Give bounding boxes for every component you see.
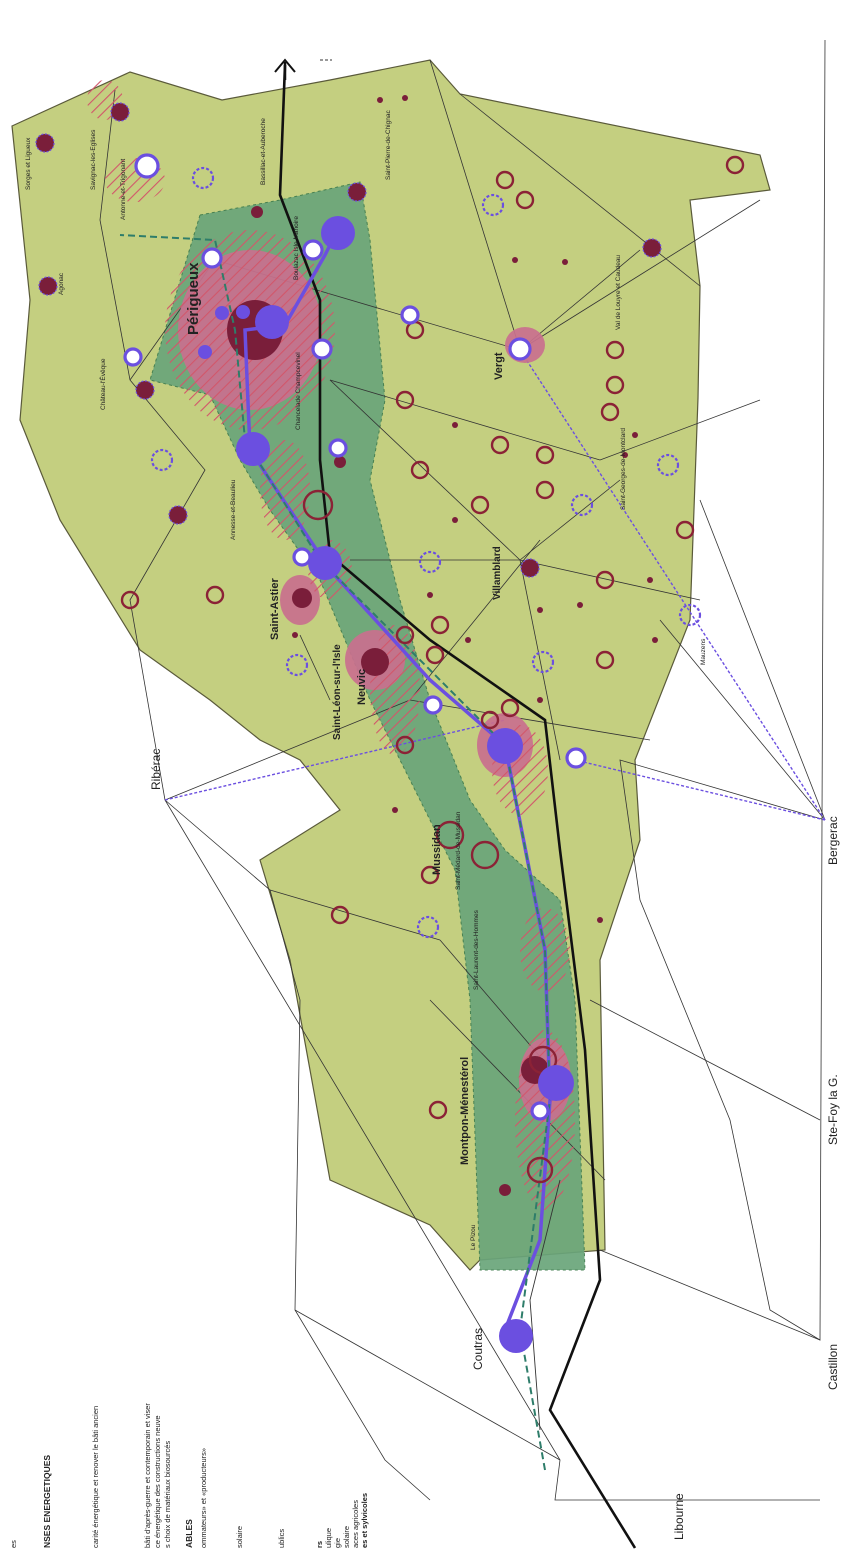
label-riberac: Ribérac xyxy=(149,749,163,790)
legend-line-2: bâti d'après-guerre et contemporain et v… xyxy=(143,1403,152,1548)
label-saint-georges: Saint-Georges-de-Montclard xyxy=(620,428,627,510)
label-mussidan: Mussidan xyxy=(431,824,443,875)
label-savignac: Savignac-les-Eglises xyxy=(90,129,97,190)
legend-line-6: solaire xyxy=(235,1526,244,1548)
label-sorges: Sorges et Ligueux xyxy=(25,137,32,190)
label-saint-medard: Saint-Médard-de-Mussidan xyxy=(455,811,462,890)
legend-heading-1: NSES ENERGETIQUES xyxy=(42,1455,52,1548)
isle-river xyxy=(243,234,552,1331)
label-libourne: Libourne xyxy=(672,1493,686,1540)
legend-line-5: ommateurs» et «producteurs» xyxy=(199,1448,208,1548)
label-boulazac: Boulazac Isle Manoire xyxy=(293,216,300,280)
purple-links xyxy=(164,349,826,821)
small-dots xyxy=(292,95,658,923)
label-saint-astier: Saint-Astier xyxy=(269,578,281,640)
legend-line-4: s choix de matériaux biosourcés xyxy=(163,1441,172,1548)
label-saint-pierre: Saint-Pierre-de-Chignac xyxy=(385,110,392,180)
label-antonne: Antonne-et-Trigonant xyxy=(120,159,127,220)
main-road xyxy=(278,64,637,1549)
label-bergerac: Bergerac xyxy=(826,816,840,865)
legend-line-8: rs xyxy=(315,1541,324,1548)
white-nodes xyxy=(123,153,587,1121)
rail-dashed xyxy=(119,234,552,1471)
label-vergt: Vergt xyxy=(493,352,505,380)
legend-line-13: es et sylvicoles xyxy=(360,1493,369,1548)
label-montpon: Montpon-Ménestérol xyxy=(459,1057,471,1165)
label-bassillac: Bassillac-et-Auberoche xyxy=(260,118,267,185)
label-annesse: Annesse-et-Beaulieu xyxy=(230,479,237,540)
label-chateau-leveque: Château-l'Évêque xyxy=(98,358,107,410)
label-coutras: Coutras xyxy=(471,1328,485,1370)
label-agonac: Agonac xyxy=(58,272,65,295)
purple-nodes xyxy=(198,216,574,1353)
legend-line-9: ulique xyxy=(324,1528,333,1548)
legend-line-12: aces agricoles xyxy=(351,1500,360,1548)
label-le-pizou: Le Pizou xyxy=(470,1224,477,1250)
legend-line-10: gie xyxy=(333,1538,342,1548)
legend-heading-2: ABLES xyxy=(184,1519,194,1548)
legend-fragment: es NSES ENERGETIQUES carité énergétique … xyxy=(9,1403,369,1548)
starburst-markers xyxy=(35,102,662,578)
label-mauzens: Mauzens xyxy=(700,638,707,665)
label-val-de-louyre: Val de Louyre et Caudeau xyxy=(615,255,622,330)
legend-line-1: carité énergétique et renover le bâti an… xyxy=(91,1406,100,1548)
secondary-road xyxy=(529,1179,561,1431)
energy-rings xyxy=(120,155,745,1184)
label-chancelade: Chancelade Champcevinel xyxy=(295,352,302,430)
legend-line-11: solaire xyxy=(342,1526,351,1548)
label-ste-foy: Ste-Foy la G. xyxy=(826,1074,840,1145)
legend-line-7: ublics xyxy=(277,1529,286,1548)
legend-line-0: es xyxy=(9,1540,18,1548)
label-saint-laurent: Saint-Laurent-des-Hommes xyxy=(473,909,480,990)
label-castillon: Castillon xyxy=(826,1344,840,1390)
dashed-rings xyxy=(150,166,702,939)
network-lines xyxy=(99,39,826,1501)
label-villamblard: Villamblard xyxy=(492,546,503,600)
label-perigueux: Périgueux xyxy=(185,262,202,335)
label-neuvic: Neuvic xyxy=(356,669,368,705)
legend-line-3: ce énergétique des constructions neuve xyxy=(153,1415,162,1548)
label-saint-leon: Saint-Léon-sur-l'Isle xyxy=(332,644,343,740)
